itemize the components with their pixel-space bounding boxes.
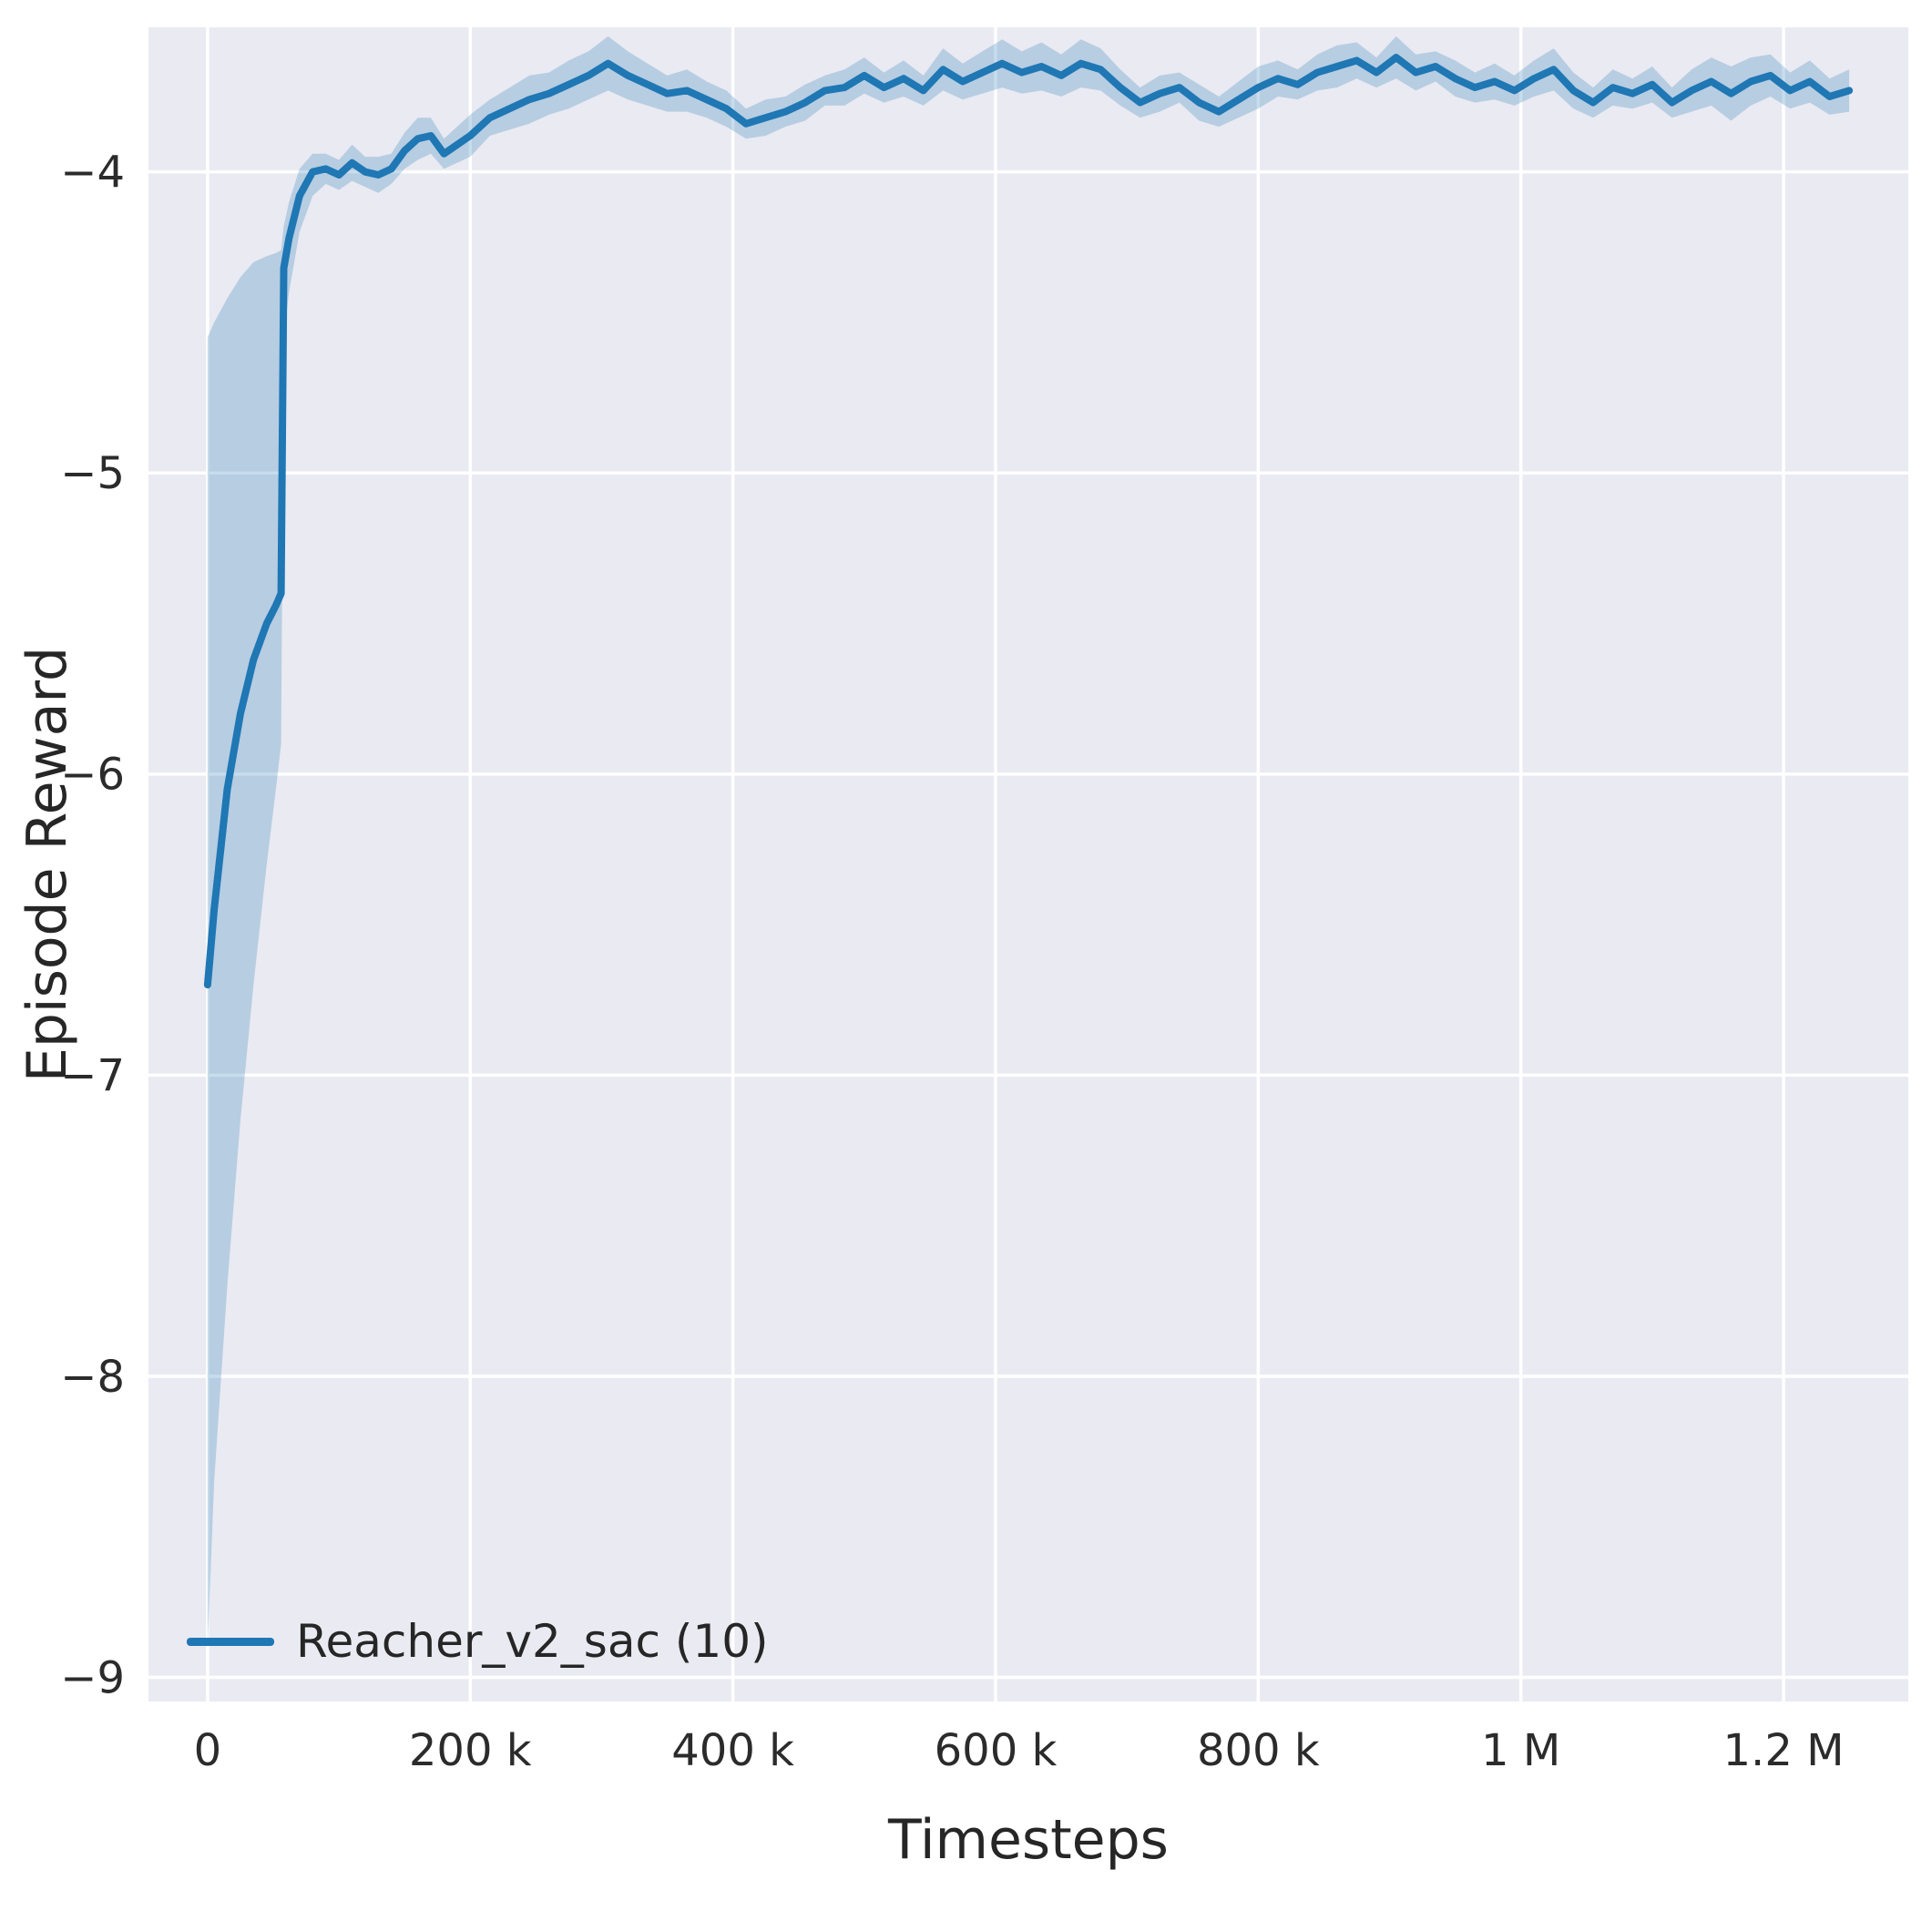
legend-label: Reacher_v2_sac (10) [296,1615,769,1668]
y-axis-label: Episode Reward [15,646,79,1083]
x-tick-label: 200 k [409,1725,532,1776]
x-tick-label: 1 M [1481,1725,1560,1776]
x-tick-label: 400 k [671,1725,794,1776]
y-tick-label: −9 [60,1652,125,1703]
legend: Reacher_v2_sac (10) [187,1612,769,1671]
y-tick-label: −4 [60,147,125,198]
x-tick-label: 1.2 M [1723,1725,1845,1776]
y-tick-label: −6 [60,750,125,801]
y-tick-label: −8 [60,1352,125,1403]
x-tick-label: 800 k [1197,1725,1320,1776]
x-tick-label: 0 [194,1725,222,1776]
y-tick-label: −5 [60,448,125,499]
plot-background [148,27,1908,1702]
legend-line-sample [187,1637,274,1646]
x-tick-label: 600 k [935,1725,1058,1776]
x-axis-label: Timesteps [888,1808,1169,1872]
series-line [203,54,1854,989]
y-tick-label: −7 [60,1050,125,1101]
